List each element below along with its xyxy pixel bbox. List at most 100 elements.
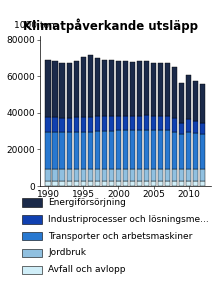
Bar	[137, 116, 142, 130]
Bar	[193, 121, 198, 133]
Bar	[179, 123, 184, 134]
Bar	[137, 182, 142, 186]
Bar	[116, 130, 121, 169]
Bar	[158, 62, 163, 116]
Bar	[66, 62, 72, 118]
Bar	[66, 182, 72, 186]
Text: 1000 ton: 1000 ton	[14, 21, 55, 30]
Bar	[186, 75, 191, 119]
Bar	[172, 132, 177, 169]
Bar	[59, 169, 65, 182]
Bar	[95, 58, 100, 116]
Bar	[172, 118, 177, 132]
Bar	[130, 116, 135, 130]
Bar	[186, 119, 191, 132]
Bar	[165, 169, 170, 182]
Bar	[200, 169, 205, 182]
Bar	[109, 169, 114, 182]
Bar	[102, 131, 107, 169]
Bar	[102, 182, 107, 186]
Bar	[52, 132, 58, 169]
Bar	[45, 117, 51, 132]
Bar	[179, 182, 184, 186]
Bar	[179, 169, 184, 182]
Bar	[66, 132, 72, 169]
Bar	[52, 117, 58, 132]
Bar	[123, 116, 128, 130]
Bar	[200, 134, 205, 169]
Bar	[200, 85, 205, 123]
Bar	[45, 60, 51, 117]
Bar	[95, 169, 100, 182]
Bar	[151, 169, 156, 182]
Bar	[73, 182, 79, 186]
Bar	[116, 116, 121, 130]
Bar	[116, 169, 121, 182]
Bar	[200, 182, 205, 186]
Bar	[130, 182, 135, 186]
Bar	[116, 61, 121, 116]
Bar	[144, 115, 149, 130]
Bar	[59, 118, 65, 132]
Text: Avfall och avlopp: Avfall och avlopp	[48, 265, 126, 274]
Text: Jordbruk: Jordbruk	[48, 248, 86, 257]
Bar	[123, 61, 128, 116]
Bar	[73, 61, 79, 117]
Bar	[172, 67, 177, 118]
Bar	[130, 169, 135, 182]
Bar	[109, 182, 114, 186]
Bar	[81, 132, 86, 169]
Bar	[186, 132, 191, 169]
Bar	[165, 62, 170, 116]
Bar	[144, 169, 149, 182]
Bar	[193, 81, 198, 121]
Text: Industriprocesser och lösningsme...: Industriprocesser och lösningsme...	[48, 215, 209, 224]
Bar	[137, 169, 142, 182]
Bar	[151, 116, 156, 130]
Bar	[123, 182, 128, 186]
Bar	[158, 182, 163, 186]
Bar	[81, 182, 86, 186]
Bar	[165, 116, 170, 130]
Bar	[123, 169, 128, 182]
Bar	[66, 169, 72, 182]
Bar	[88, 117, 93, 132]
Bar	[95, 182, 100, 186]
Bar	[95, 116, 100, 131]
Bar	[116, 182, 121, 186]
Bar	[165, 130, 170, 169]
Bar	[193, 182, 198, 186]
Bar	[59, 182, 65, 186]
Bar	[137, 61, 142, 116]
Bar	[45, 132, 51, 169]
Bar	[144, 130, 149, 169]
Bar	[88, 169, 93, 182]
Bar	[193, 133, 198, 169]
Bar	[172, 169, 177, 182]
Bar	[66, 118, 72, 132]
Bar	[109, 60, 114, 116]
Bar	[144, 61, 149, 115]
Bar	[144, 182, 149, 186]
Bar	[151, 130, 156, 169]
Bar	[151, 62, 156, 116]
Bar	[158, 169, 163, 182]
Bar	[193, 169, 198, 182]
Bar	[73, 132, 79, 169]
Text: Transporter och arbetsmaskiner: Transporter och arbetsmaskiner	[48, 232, 193, 241]
Bar	[179, 134, 184, 169]
Bar	[59, 63, 65, 118]
Bar	[130, 61, 135, 116]
Bar	[200, 123, 205, 134]
Bar	[45, 182, 51, 186]
Bar	[165, 182, 170, 186]
Bar	[179, 82, 184, 123]
Bar	[102, 60, 107, 116]
Bar	[81, 57, 86, 117]
Text: Klimatpåverkande utsläpp: Klimatpåverkande utsläpp	[22, 18, 198, 33]
Bar	[186, 182, 191, 186]
Bar	[73, 117, 79, 132]
Bar	[158, 130, 163, 169]
Bar	[52, 169, 58, 182]
Bar	[151, 182, 156, 186]
